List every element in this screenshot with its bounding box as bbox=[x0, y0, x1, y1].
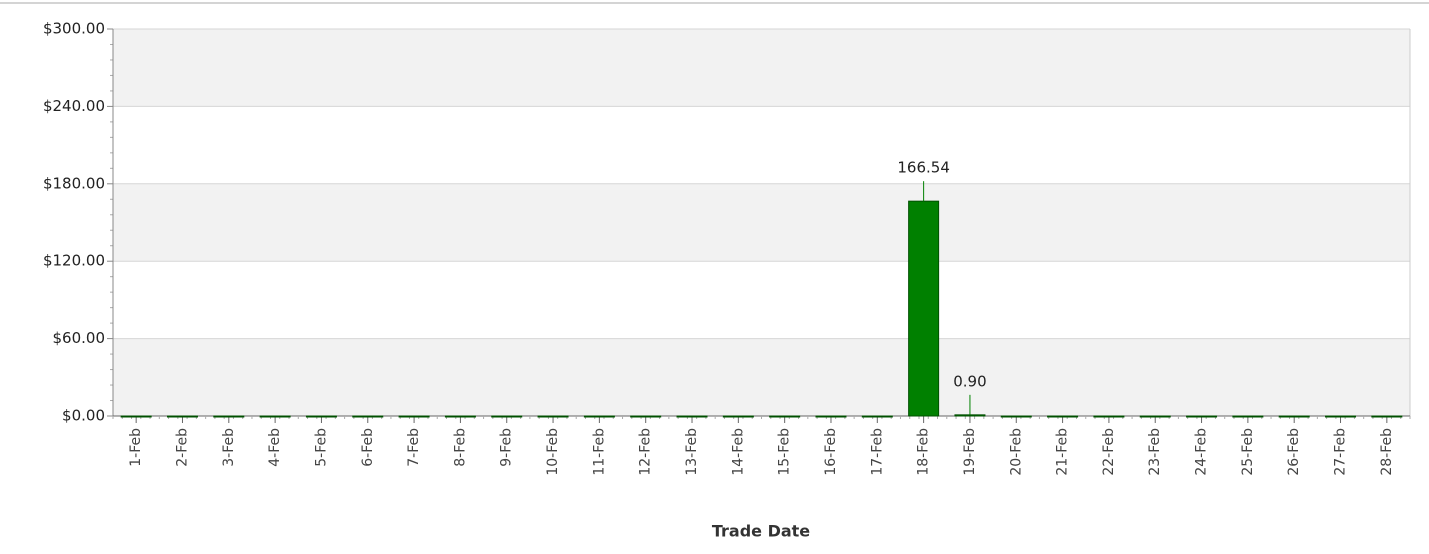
y-tick-label: $300.00 bbox=[43, 20, 105, 38]
x-tick-label: 14-Feb bbox=[730, 428, 746, 476]
bar bbox=[1232, 415, 1264, 418]
x-tick-label: 10-Feb bbox=[545, 428, 561, 476]
bar bbox=[583, 415, 615, 418]
plot-band bbox=[113, 338, 1410, 416]
y-tick-label: $60.00 bbox=[53, 329, 106, 347]
x-tick-label: 25-Feb bbox=[1240, 428, 1256, 476]
plot-band bbox=[113, 29, 1410, 107]
x-tick-label: 23-Feb bbox=[1147, 428, 1163, 476]
plot-band bbox=[113, 261, 1410, 339]
y-tick-label: $0.00 bbox=[62, 407, 105, 425]
plot-band bbox=[113, 106, 1410, 184]
x-tick-label: 20-Feb bbox=[1008, 428, 1024, 476]
bar bbox=[722, 415, 754, 418]
bar bbox=[1139, 415, 1171, 418]
y-tick-label: $180.00 bbox=[43, 174, 105, 192]
value-label: 166.54 bbox=[897, 159, 950, 177]
x-tick-label: 24-Feb bbox=[1194, 428, 1210, 476]
x-tick-label: 3-Feb bbox=[221, 428, 237, 467]
bar bbox=[1186, 415, 1218, 418]
bar bbox=[861, 415, 893, 418]
bar bbox=[120, 415, 152, 418]
bar bbox=[1278, 415, 1310, 418]
bar bbox=[491, 415, 523, 418]
x-tick-label: 8-Feb bbox=[452, 428, 468, 467]
bar bbox=[444, 415, 476, 418]
x-tick-label: 5-Feb bbox=[313, 428, 329, 467]
x-tick-label: 13-Feb bbox=[684, 428, 700, 476]
x-tick-label: 11-Feb bbox=[591, 428, 607, 476]
x-tick-label: 12-Feb bbox=[638, 428, 654, 476]
y-tick-label: $240.00 bbox=[43, 97, 105, 115]
bar bbox=[908, 200, 940, 417]
bar bbox=[676, 415, 708, 418]
x-axis-title: Trade Date bbox=[712, 522, 810, 541]
y-tick-label: $120.00 bbox=[43, 252, 105, 270]
x-tick-label: 27-Feb bbox=[1333, 428, 1349, 476]
bar bbox=[815, 415, 847, 418]
bar bbox=[1047, 415, 1079, 418]
x-tick-label: 18-Feb bbox=[916, 428, 932, 476]
bar bbox=[1000, 415, 1032, 418]
bar bbox=[259, 415, 291, 418]
x-tick-label: 7-Feb bbox=[406, 428, 422, 467]
bar bbox=[398, 415, 430, 418]
x-tick-label: 21-Feb bbox=[1055, 428, 1071, 476]
bar bbox=[630, 415, 662, 418]
bar bbox=[305, 415, 337, 418]
bar bbox=[1093, 415, 1125, 418]
x-tick-label: 6-Feb bbox=[360, 428, 376, 467]
x-tick-label: 4-Feb bbox=[267, 428, 283, 467]
x-tick-label: 16-Feb bbox=[823, 428, 839, 476]
x-tick-label: 26-Feb bbox=[1286, 428, 1302, 476]
x-tick-label: 2-Feb bbox=[174, 428, 190, 467]
plot-band bbox=[113, 183, 1410, 262]
x-tick-label: 17-Feb bbox=[869, 428, 885, 476]
bar bbox=[213, 415, 245, 418]
bar bbox=[1371, 415, 1403, 418]
x-tick-label: 15-Feb bbox=[777, 428, 793, 476]
x-tick-label: 9-Feb bbox=[499, 428, 515, 467]
x-tick-label: 28-Feb bbox=[1379, 428, 1395, 476]
bar bbox=[769, 415, 801, 418]
x-tick-label: 19-Feb bbox=[962, 428, 978, 476]
bar bbox=[1325, 415, 1357, 418]
value-label: 0.90 bbox=[953, 372, 986, 390]
bar bbox=[352, 415, 384, 418]
bar bbox=[954, 414, 986, 417]
bar bbox=[166, 415, 198, 418]
x-tick-label: 22-Feb bbox=[1101, 428, 1117, 476]
bar bbox=[537, 415, 569, 418]
x-tick-label: 1-Feb bbox=[128, 428, 144, 467]
